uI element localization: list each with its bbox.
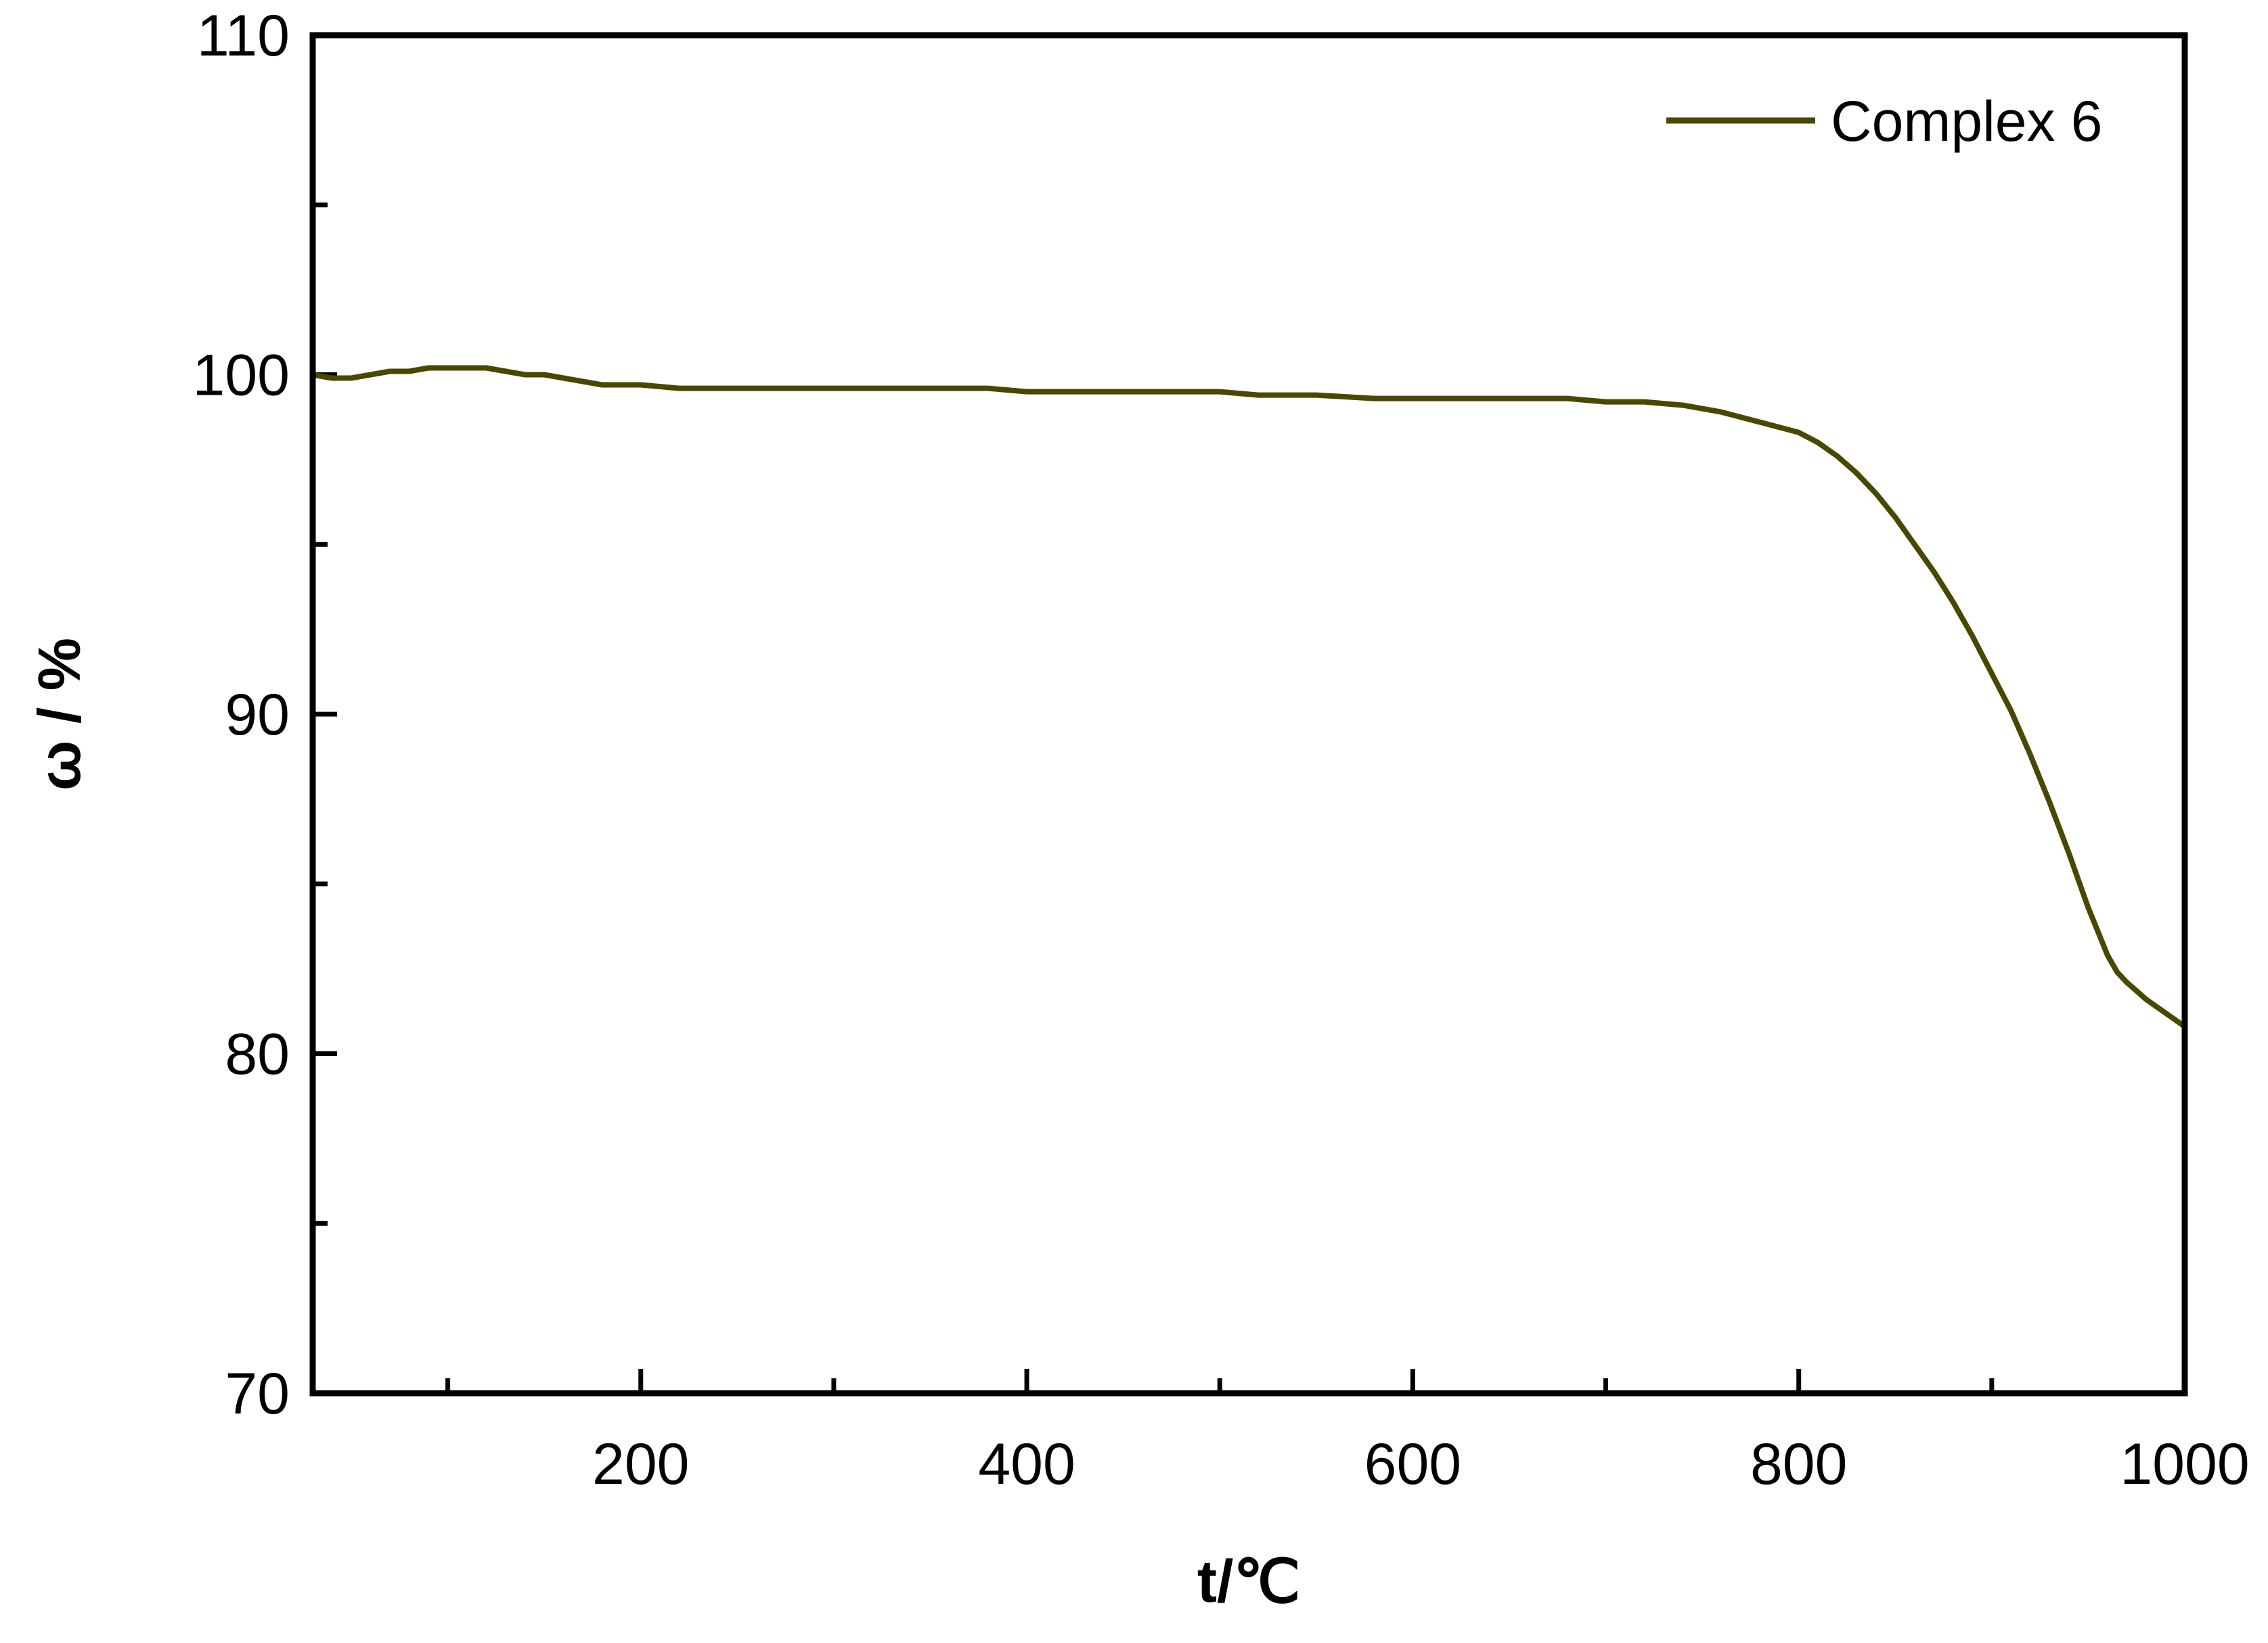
series-line-complex-6	[310, 365, 2187, 1030]
plot-frame	[309, 32, 2188, 1397]
y-tick-label-100: 100	[193, 343, 290, 408]
series-layer	[310, 365, 2187, 1030]
y-axis-title: ω / %	[26, 638, 93, 791]
axis-ticks: 200 400 600 800 1000 70 80 90 100 110	[193, 3, 2250, 1497]
x-tick-label-800: 800	[1750, 1432, 1848, 1497]
x-axis-title: t/℃	[1197, 1548, 1301, 1615]
legend-label-complex-6: Complex 6	[1831, 89, 2103, 153]
x-tick-label-400: 400	[978, 1432, 1075, 1497]
legend: Complex 6	[1666, 89, 2103, 153]
y-tick-label-110: 110	[197, 3, 290, 68]
x-tick-label-1000: 1000	[2120, 1432, 2249, 1497]
x-tick-label-200: 200	[592, 1432, 690, 1497]
y-tick-label-90: 90	[225, 682, 290, 747]
y-tick-label-80: 80	[225, 1022, 290, 1087]
y-tick-label-70: 70	[225, 1361, 290, 1426]
x-tick-label-600: 600	[1364, 1432, 1462, 1497]
